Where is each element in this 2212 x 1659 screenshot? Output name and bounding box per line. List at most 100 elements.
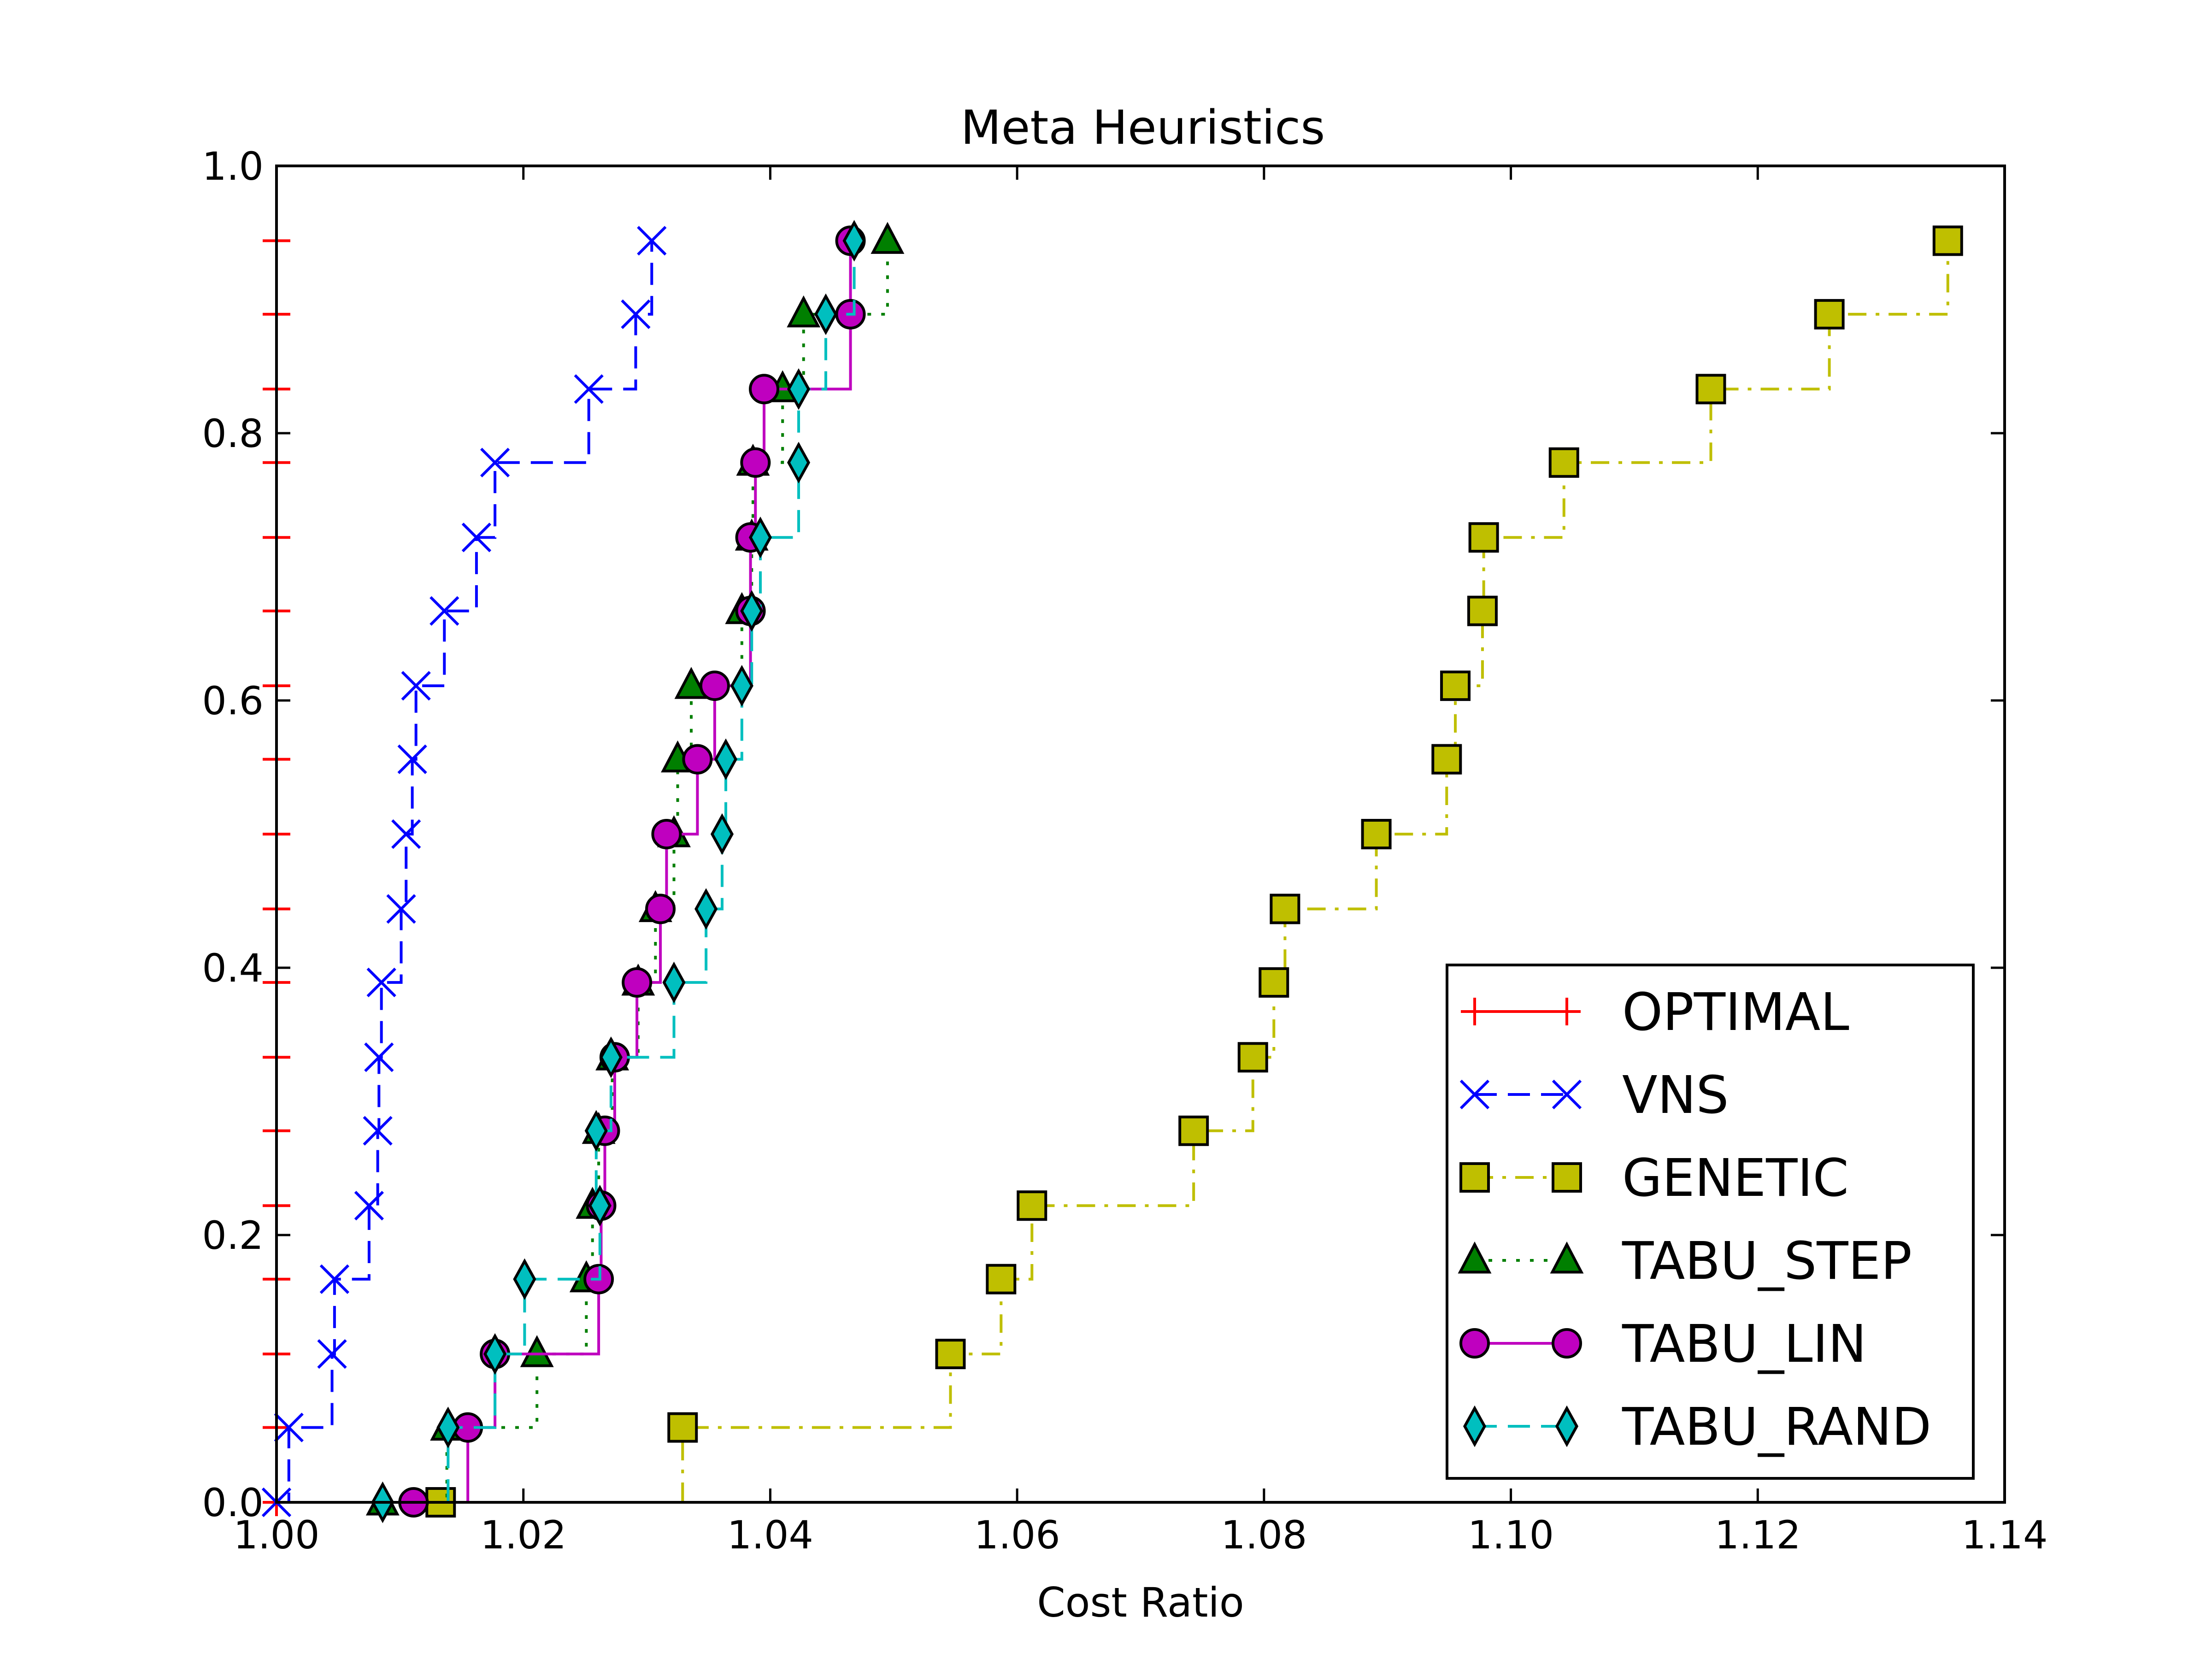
vns-point [429, 596, 459, 626]
vns-point [364, 1042, 394, 1072]
vns-point [363, 1116, 393, 1146]
x-tick-label: 1.06 [974, 1512, 1060, 1558]
tabu-rand-point [710, 813, 734, 855]
tabu-lin-point [740, 447, 771, 478]
vns-point [274, 1412, 304, 1442]
x-tick-label: 1.02 [480, 1512, 566, 1558]
x-tick-label: 1.00 [233, 1512, 319, 1558]
legend-item-tabu-lin: TABU_LIN [1459, 1314, 1866, 1374]
vns-point [401, 671, 431, 701]
vns-point [386, 894, 416, 924]
legend-marker [1463, 1405, 1487, 1447]
tabu-rand-point [483, 1333, 507, 1375]
tabu-rand-point [740, 590, 764, 632]
tabu-step-point [674, 667, 708, 699]
tabu-rand-point [842, 220, 866, 262]
tabu-rand-point [694, 888, 718, 930]
vns-point [637, 226, 667, 256]
genetic-line [441, 241, 1949, 1504]
y-tick-label: 0.4 [202, 946, 264, 991]
series-genetic [425, 225, 1963, 1518]
x-tick-label: 1.08 [1221, 1512, 1307, 1558]
legend-item-tabu-step: TABU_STEP [1458, 1231, 1912, 1291]
genetic-point [1467, 595, 1498, 626]
legend-marker [1552, 1162, 1582, 1193]
vns-point [354, 1191, 384, 1221]
legend-label: TABU_STEP [1622, 1231, 1912, 1291]
tabu-lin-point [645, 894, 676, 924]
tabu-lin-point [699, 671, 730, 701]
tabu-rand-point [814, 293, 837, 335]
y-tick-label: 0.6 [202, 678, 264, 724]
genetic-point [1361, 819, 1392, 849]
vns-point [397, 744, 427, 774]
genetic-point [1017, 1190, 1047, 1221]
tabu-rand-point [588, 1185, 612, 1227]
vns-point [574, 374, 604, 404]
x-tick-label: 1.04 [727, 1512, 813, 1558]
tabu-lin-point [682, 744, 713, 775]
vns-point [319, 1264, 350, 1294]
legend: OPTIMAL VNS GENETIC TABU_STEP TABU_LIN TABU_R… [1446, 964, 1975, 1480]
genetic-point [935, 1339, 966, 1370]
series-vns [261, 226, 667, 1518]
vns-point [480, 447, 510, 477]
y-tick-label: 0.2 [202, 1213, 264, 1258]
x-tick-label: 1.12 [1715, 1512, 1801, 1558]
legend-label: GENETIC [1622, 1148, 1849, 1208]
legend-marker [1461, 998, 1488, 1025]
genetic-point [1178, 1115, 1209, 1146]
legend-item-vns: VNS [1459, 1065, 1729, 1125]
genetic-point [1814, 299, 1845, 329]
y-tick-label: 1.0 [202, 144, 264, 189]
legend-marker [1553, 998, 1581, 1025]
vns-point [461, 523, 492, 553]
tabu-rand-point [787, 368, 811, 410]
legend-marker [1459, 1162, 1490, 1193]
tabu-step-line [382, 241, 889, 1504]
genetic-point [986, 1264, 1017, 1294]
legend-marker [1552, 1079, 1582, 1110]
vns-point [621, 299, 651, 329]
plot-frame [275, 165, 2006, 1504]
tabu-rand-point [436, 1406, 460, 1448]
series-tabu-rand [371, 220, 866, 1524]
legend-marker [1459, 1328, 1490, 1359]
legend-marker [1552, 1328, 1582, 1359]
legend-marker [1458, 1241, 1492, 1274]
tabu-rand-point [599, 1036, 623, 1078]
genetic-point [1270, 894, 1300, 924]
x-tick-label: 1.14 [1961, 1512, 2047, 1558]
tabu-rand-point [513, 1258, 536, 1300]
vns-point [366, 967, 396, 998]
legend-marker [1550, 1241, 1584, 1274]
legend-item-optimal: OPTIMAL [1461, 982, 1849, 1042]
genetic-point [1468, 522, 1499, 553]
legend-label: TABU_RAND [1622, 1397, 1931, 1457]
genetic-point [1237, 1042, 1268, 1073]
tabu-rand-point [584, 1110, 608, 1152]
legend-label: TABU_LIN [1622, 1314, 1866, 1374]
genetic-point [1695, 374, 1726, 405]
tabu-rand-point [662, 961, 686, 1004]
tabu-step-point [520, 1335, 554, 1367]
legend-label: OPTIMAL [1622, 982, 1849, 1042]
genetic-point [667, 1412, 698, 1443]
genetic-point [1259, 967, 1289, 998]
legend-item-genetic: GENETIC [1459, 1148, 1849, 1208]
genetic-point [1440, 671, 1471, 701]
legend-marker [1459, 1079, 1490, 1110]
chart-title: Meta Heuristics [961, 100, 1325, 155]
x-axis: 1.00 1.02 1.04 1.06 1.08 1.10 1.12 1.14 [233, 166, 2048, 1558]
tabu-rand-point [748, 517, 772, 559]
tabu-step-point [787, 295, 821, 328]
x-tick-label: 1.10 [1468, 1512, 1554, 1558]
genetic-point [1932, 225, 1963, 256]
legend-label: VNS [1622, 1065, 1729, 1125]
x-axis-label: Cost Ratio [1037, 1579, 1244, 1626]
tabu-rand-point [714, 738, 738, 780]
tabu-lin-point [651, 819, 682, 849]
genetic-point [1431, 744, 1462, 775]
legend-item-tabu-rand: TABU_RAND [1463, 1397, 1931, 1457]
